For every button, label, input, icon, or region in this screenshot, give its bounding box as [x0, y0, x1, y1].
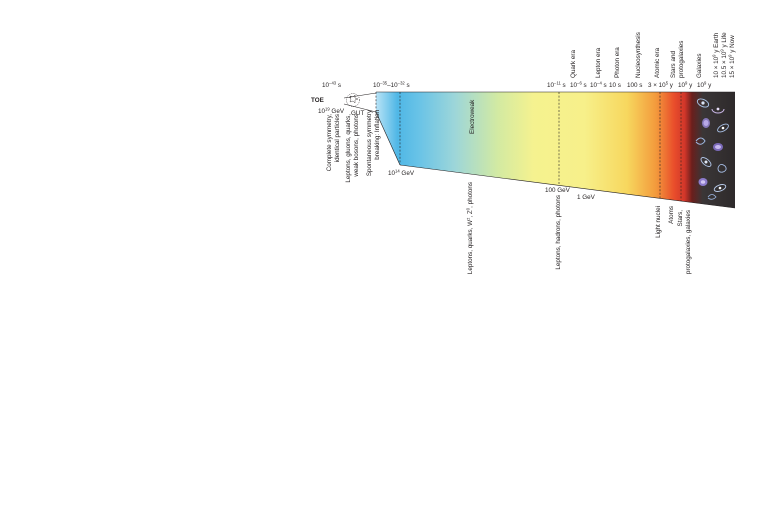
time-inflation: 10−35–10−32 s: [373, 81, 410, 90]
galaxy-icons: [695, 98, 729, 200]
toe-burst-icon: [346, 93, 360, 107]
energy-100gev: 100 GeV: [545, 187, 571, 194]
earth-label: 10 × 109 y Earth: [712, 32, 721, 78]
atoms-label: Atoms: [668, 206, 675, 224]
time-photon: 10−4 s: [590, 81, 607, 90]
nucleosynthesis-label: Nucleosynthesis: [635, 32, 642, 78]
dashed-markers: [375, 92, 682, 201]
electroweak-label: Electroweak: [469, 99, 476, 134]
stars-label-2: protogalaxies: [678, 41, 685, 78]
bottom-particle-labels: Leptons, quarks, W±, Z0, photons Leptons…: [466, 182, 693, 274]
stars-label-1: Stars and: [670, 51, 677, 78]
energy-planck: 1019 GeV: [318, 107, 345, 116]
spontaneous-2: breaking: Inflation: [374, 110, 381, 160]
life-label: 10.5 × 109 y Life: [720, 32, 729, 78]
galaxy-icon: [713, 143, 723, 151]
spectrum-band: [376, 92, 735, 208]
quark-era-label: Quark era: [570, 50, 577, 78]
left-particle-labels: Complete symmetry, identical particles L…: [326, 109, 381, 182]
galaxy-icon: [700, 157, 712, 167]
toe-label: TOE: [311, 97, 324, 104]
now-label: 15 × 109 y Now: [728, 35, 737, 78]
gut-label: GUT: [351, 110, 364, 117]
time-planck: 10−43 s: [322, 81, 341, 90]
stars-galaxies-1: Stars,: [677, 210, 684, 227]
complete-symmetry-2: identical particles: [334, 114, 341, 162]
time-atomic: 3 × 105 y: [648, 81, 674, 90]
energy-1gev: 1 GeV: [577, 194, 596, 201]
photon-era-label: Photon era: [614, 47, 621, 78]
galaxy-icon: [707, 194, 717, 200]
lepton-era-label: Lepton era: [595, 47, 602, 78]
galaxy-icon: [696, 98, 710, 108]
galaxy-icon: [698, 178, 708, 186]
time-galaxies: 109 y: [697, 81, 712, 90]
galaxies-label: Galaxies: [696, 54, 703, 79]
atomic-era-label: Atomic era: [654, 47, 661, 78]
energy-gut: 1014 GeV: [388, 169, 415, 178]
spontaneous-1: Spontaneous symmetry: [366, 109, 373, 176]
complete-symmetry-1: Complete symmetry,: [326, 114, 333, 172]
galaxy-icon: [702, 118, 710, 128]
leptons-quarks-label: Leptons, quarks, W±, Z0, photons: [466, 182, 475, 274]
time-quark: 10−11 s: [547, 81, 566, 90]
galaxy-icon: [713, 184, 727, 192]
leptons-gluons-1: Leptons, gluons, quarks,: [345, 114, 352, 183]
galaxy-icon: [711, 107, 725, 114]
leptons-hadrons-label: Leptons, hadrons, photons: [555, 195, 562, 270]
time-stars: 109 y: [678, 81, 693, 90]
era-labels: Quark era Lepton era Photon era Nucleosy…: [570, 32, 736, 78]
galaxy-icon: [695, 137, 706, 145]
galaxy-icon: [717, 123, 729, 133]
time-10s: 10 s: [609, 82, 621, 89]
stars-galaxies-2: protogalaxies, galaxies: [685, 210, 692, 274]
time-lepton: 10−6 s: [570, 81, 587, 90]
light-nuclei-label: Light nuclei: [655, 206, 662, 238]
galaxy-icon: [717, 163, 727, 173]
leptons-gluons-2: weak bosons, photons: [353, 114, 360, 178]
time-100s: 100 s: [627, 82, 642, 89]
